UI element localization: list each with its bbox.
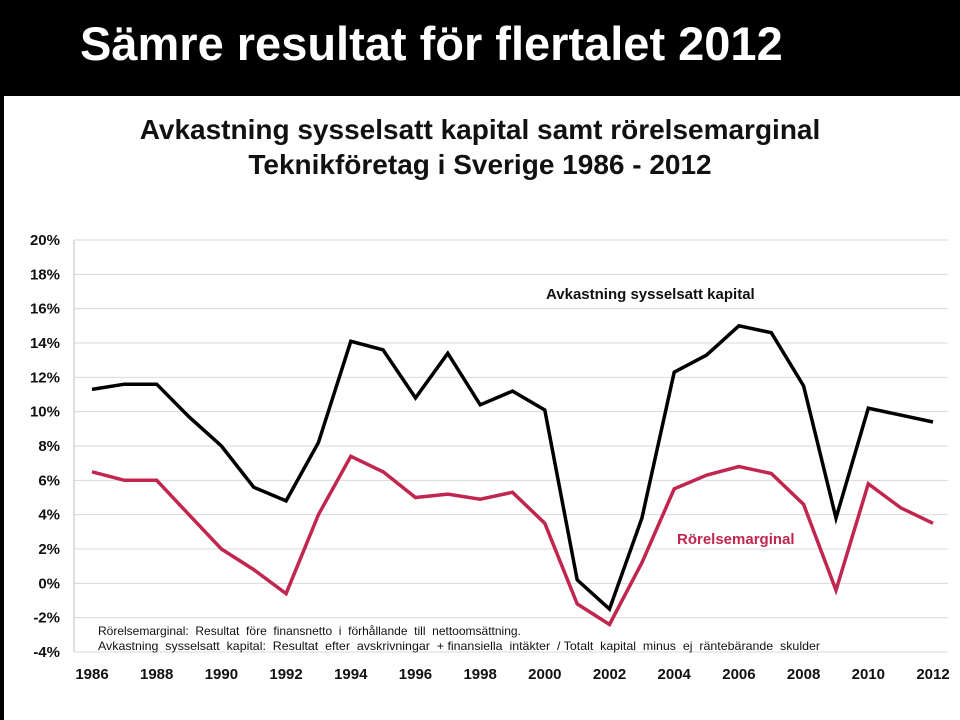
left-border — [0, 96, 4, 720]
x-tick-label: 2004 — [658, 666, 692, 683]
x-tick-label: 2000 — [528, 666, 561, 683]
series-label-avkastning: Avkastning sysselsatt kapital — [546, 286, 755, 303]
y-tick-label: 12% — [30, 369, 60, 386]
y-tick-label: 18% — [30, 266, 60, 283]
y-tick-label: -4% — [33, 644, 60, 661]
y-tick-label: 20% — [30, 232, 60, 249]
x-tick-label: 2002 — [593, 666, 626, 683]
x-tick-label: 1996 — [399, 666, 432, 683]
definition-note: Rörelsemarginal: Resultat före finansnet… — [98, 624, 521, 638]
x-tick-label: 2012 — [916, 666, 949, 683]
x-tick-label: 2010 — [852, 666, 885, 683]
title-bar: Sämre resultat för flertalet 2012 — [0, 0, 960, 96]
x-tick-label: 2006 — [722, 666, 755, 683]
chart-subtitle: Teknikföretag i Sverige 1986 - 2012 — [248, 149, 712, 180]
y-tick-label: 0% — [38, 575, 60, 592]
y-tick-label: -2% — [33, 610, 60, 627]
x-tick-label: 1994 — [334, 666, 368, 683]
chart-title: Avkastning sysselsatt kapital samt rörel… — [139, 114, 821, 145]
y-tick-label: 10% — [30, 404, 60, 421]
y-tick-label: 4% — [38, 507, 60, 524]
y-tick-label: 16% — [30, 301, 60, 318]
definition-note: Avkastning sysselsatt kapital: Resultat … — [98, 639, 820, 653]
slide-title: Sämre resultat för flertalet 2012 — [80, 17, 783, 70]
x-tick-label: 1988 — [140, 666, 173, 683]
series-label-rorelsemarginal: Rörelsemarginal — [677, 531, 795, 548]
series-line-rorelsemarginal — [91, 454, 934, 627]
series-line-avkastning — [91, 323, 934, 613]
x-tick-label: 1992 — [269, 666, 302, 683]
y-tick-label: 8% — [38, 438, 60, 455]
y-tick-label: 2% — [38, 541, 60, 558]
y-tick-label: 14% — [30, 335, 60, 352]
x-tick-label: 1998 — [463, 666, 496, 683]
x-tick-label: 1990 — [205, 666, 238, 683]
x-tick-label: 1986 — [75, 666, 108, 683]
x-tick-label: 2008 — [787, 666, 820, 683]
y-tick-label: 6% — [38, 472, 60, 489]
